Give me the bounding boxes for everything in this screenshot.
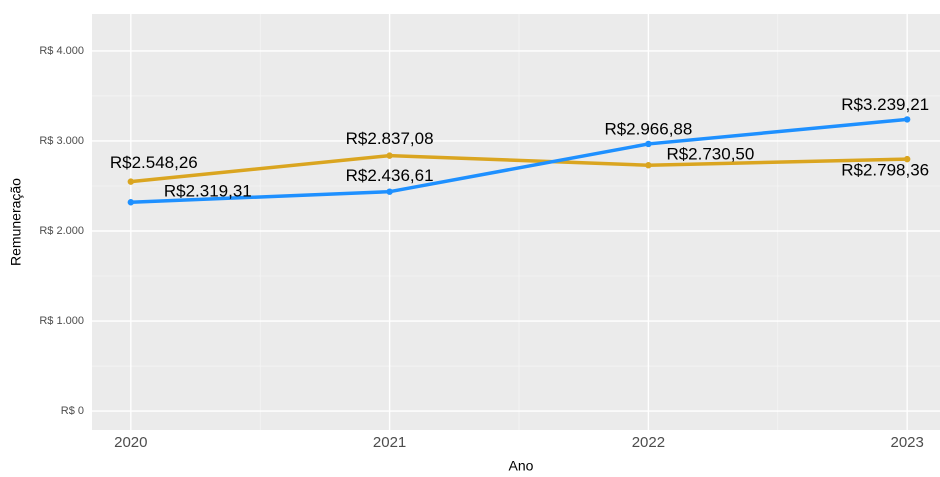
y-tick-label: R$ 0 — [61, 405, 84, 417]
x-tick-label: 2023 — [890, 434, 923, 451]
point — [645, 140, 652, 148]
x-tick-label: 2021 — [373, 434, 406, 451]
line — [130, 117, 908, 205]
x-tick-label: 2020 — [114, 434, 147, 451]
data-label: R$2.548,26 — [110, 153, 198, 172]
data-label: R$2.798,36 — [841, 161, 929, 180]
y-axis-title: Remuneração — [8, 178, 24, 266]
point — [645, 162, 652, 169]
data-label: R$2.319,31 — [164, 182, 252, 201]
y-tick-label: R$ 1.000 — [39, 315, 84, 327]
data-label: R$2.966,88 — [604, 119, 692, 138]
point — [386, 152, 393, 159]
x-axis-title: Ano — [509, 458, 534, 474]
data-label: R$2.730,50 — [666, 145, 754, 164]
data-label: R$2.837,08 — [346, 129, 434, 148]
x-tick-label: 2022 — [632, 434, 665, 451]
point — [903, 116, 911, 123]
point — [127, 178, 135, 185]
point — [127, 199, 135, 206]
data-label: R$2.436,61 — [346, 166, 434, 185]
point — [386, 188, 393, 195]
data-label: R$3.239,21 — [841, 95, 929, 114]
line — [130, 153, 908, 184]
point — [903, 155, 911, 163]
panel — [92, 14, 940, 430]
y-tick-label: R$ 2.000 — [39, 225, 84, 237]
y-tick-label: R$ 3.000 — [39, 135, 84, 147]
y-tick-label: R$ 4.000 — [39, 45, 84, 57]
